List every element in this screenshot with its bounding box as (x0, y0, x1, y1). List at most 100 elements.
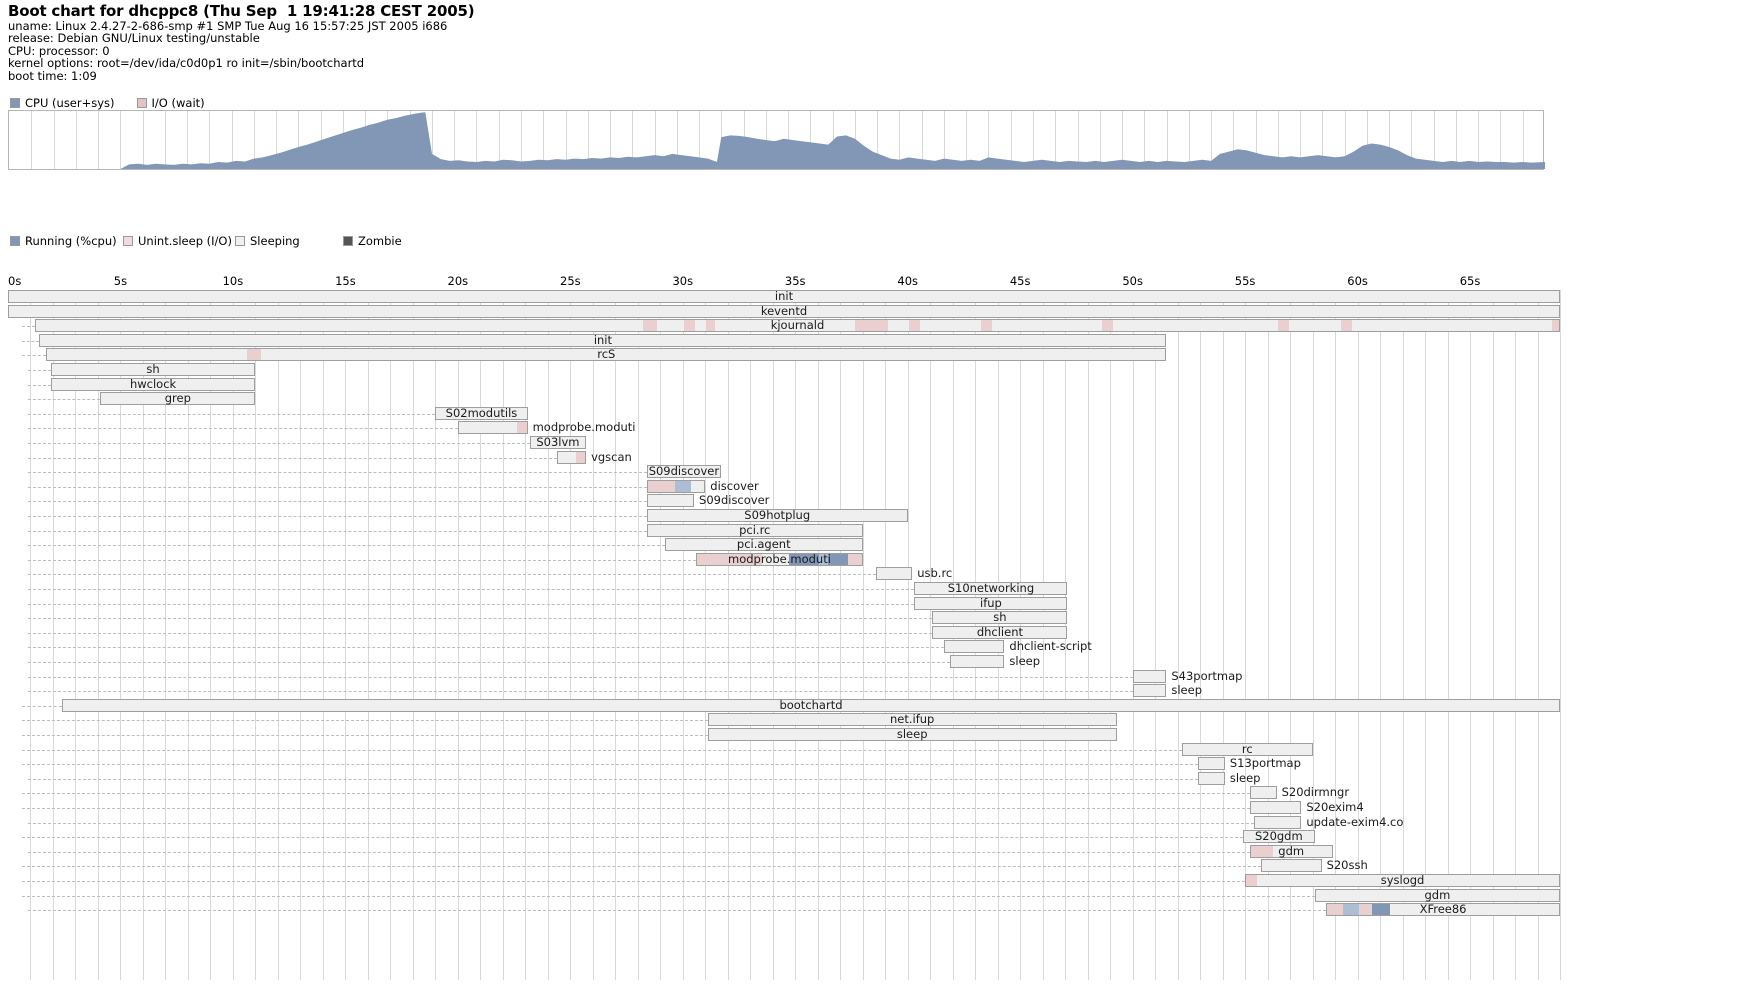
timeline-gridline (885, 290, 886, 980)
process-bar[interactable] (529, 436, 587, 449)
process-parent-connector (22, 764, 1198, 766)
process-bar[interactable] (50, 363, 256, 376)
process-bar[interactable] (943, 640, 1005, 654)
cpu-chart-svg (9, 111, 1545, 169)
process-bar[interactable] (8, 304, 1560, 318)
process-parent-connector (28, 851, 1250, 853)
process-label: S09discover (648, 464, 720, 479)
process-bar[interactable] (100, 392, 256, 406)
process-bar[interactable] (1260, 859, 1322, 873)
process-bar[interactable] (646, 523, 863, 537)
legend-swatch-icon (136, 98, 147, 108)
process-bar[interactable] (932, 625, 1068, 639)
process-label: sleep (896, 727, 928, 741)
process-bar[interactable] (664, 538, 863, 552)
process-state-segment (827, 553, 848, 565)
process-bar[interactable] (914, 582, 1068, 595)
process-state-segment (1327, 904, 1343, 916)
process-label: keventd (760, 303, 808, 318)
process-bar[interactable] (646, 509, 908, 522)
timeline-gridline (1200, 290, 1201, 980)
process-bar[interactable] (1249, 801, 1302, 814)
process-bar[interactable] (39, 333, 1167, 347)
process-label: rc (1241, 741, 1253, 756)
process-parent-connector (28, 910, 1327, 912)
timeline-gridline (1245, 290, 1246, 980)
process-bar[interactable] (646, 494, 695, 508)
timeline-gridline (818, 290, 819, 980)
process-bar[interactable] (1326, 903, 1560, 917)
process-parent-connector (28, 632, 933, 634)
process-bar[interactable] (556, 450, 587, 464)
process-parent-connector (28, 486, 647, 488)
process-label: kjournald (770, 318, 825, 333)
process-parent-connector (22, 749, 1183, 751)
process-bar[interactable] (1314, 888, 1560, 902)
process-bar[interactable] (46, 348, 1167, 362)
process-bar[interactable] (1254, 815, 1302, 829)
process-bar[interactable] (707, 728, 1117, 741)
timeline-gridline (1560, 290, 1561, 980)
timeline-gridline (368, 290, 369, 980)
process-bar[interactable] (1245, 874, 1560, 887)
timeline-gridline (1358, 290, 1359, 980)
timeline-gridline (53, 290, 54, 980)
timeline-gridline (1448, 290, 1449, 980)
timeline-gridline (593, 290, 594, 980)
timeline-gridline (1403, 290, 1404, 980)
process-bar[interactable] (1182, 742, 1313, 756)
process-label: S03lvm (536, 435, 580, 449)
process-parent-connector (28, 457, 557, 459)
legend-label: I/O (wait) (151, 96, 205, 110)
page-title: Boot chart for dhcppc8 (Thu Sep 1 19:41:… (8, 2, 475, 20)
time-axis-tick: 65s (1459, 274, 1481, 288)
timeline-gridline (1178, 290, 1179, 980)
process-parent-connector (28, 603, 915, 605)
process-bar[interactable] (696, 552, 863, 566)
process-state-segment (1342, 904, 1359, 916)
process-bar[interactable] (950, 655, 1005, 668)
process-label: hwclock (129, 376, 177, 391)
process-bar[interactable] (457, 421, 528, 435)
process-bar[interactable] (1132, 684, 1167, 698)
process-timeline-chart: init keventd kjournald init rcS sh hwclock grep… (8, 290, 1561, 980)
process-bar[interactable] (1197, 757, 1225, 771)
process-label: sh (146, 362, 160, 376)
timeline-gridline (750, 290, 751, 980)
process-bar[interactable] (8, 290, 1560, 303)
process-parent-connector (28, 647, 944, 649)
process-bar[interactable] (876, 567, 913, 581)
timeline-gridline (795, 290, 796, 980)
timeline-gridline (548, 290, 549, 980)
process-bar[interactable] (932, 611, 1068, 625)
process-bar[interactable] (1249, 786, 1277, 800)
timeline-gridline (98, 290, 99, 980)
process-bar[interactable] (1249, 844, 1333, 858)
process-bar[interactable] (1197, 771, 1225, 785)
process-bar[interactable] (914, 596, 1068, 610)
process-bar[interactable] (50, 377, 256, 391)
process-bar[interactable] (61, 698, 1560, 712)
process-label: rcS (597, 347, 616, 362)
timeline-gridline (480, 290, 481, 980)
time-axis: 0s 5s 10s 15s 20s 25s 30s 35s 40s 45s 50s 55s 60s 65s (8, 274, 1560, 290)
timeline-gridline (1335, 290, 1336, 980)
legend-label: Unint.sleep (I/O) (138, 234, 232, 248)
chart-header: Boot chart for dhcppc8 (Thu Sep 1 19:41:… (8, 2, 475, 82)
process-bar[interactable] (435, 406, 528, 420)
process-label: ifup (980, 595, 1002, 610)
time-axis-tick: 50s (1122, 274, 1143, 288)
process-bar[interactable] (646, 479, 706, 493)
process-state-segment (674, 480, 691, 492)
process-state-segment (647, 480, 675, 492)
timeline-gridline (345, 290, 346, 980)
process-bar[interactable] (646, 465, 721, 479)
process-bar[interactable] (1242, 830, 1315, 844)
legend-label: Sleeping (250, 234, 300, 248)
process-parent-connector (22, 837, 1243, 839)
process-bar[interactable] (34, 319, 1560, 333)
process-bar[interactable] (1132, 669, 1167, 683)
process-bar[interactable] (707, 713, 1117, 727)
time-axis-tick: 35s (784, 274, 806, 288)
process-state-segment (980, 320, 992, 332)
